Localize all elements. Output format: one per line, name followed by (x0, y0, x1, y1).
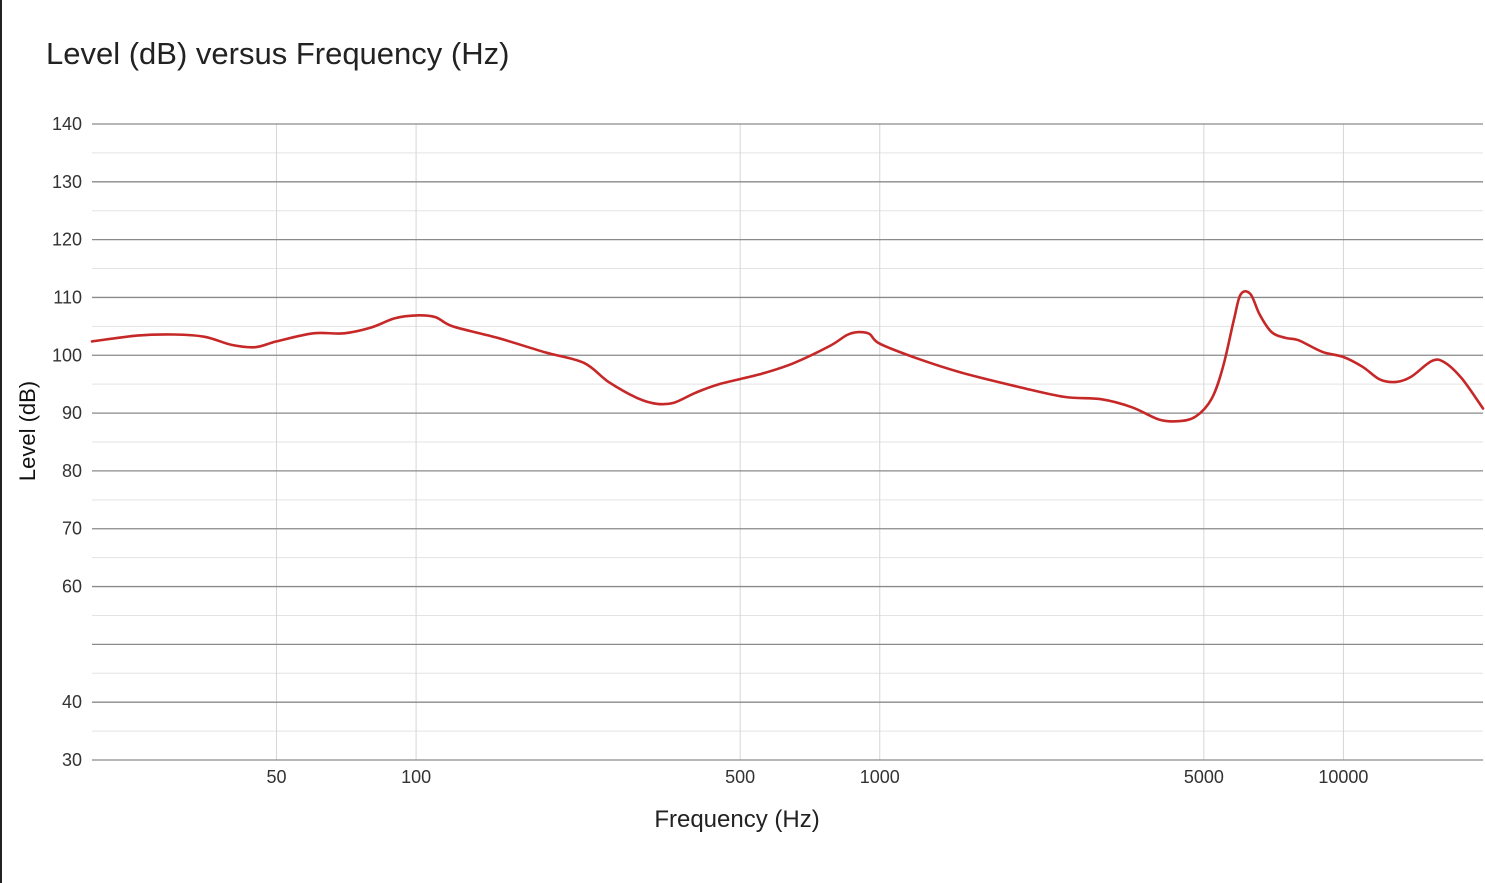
y-tick-label-40: 40 (62, 692, 82, 712)
minor-gridlines (92, 124, 1483, 760)
y-tick-label-140: 140 (52, 114, 82, 134)
tick-labels: 30 40 60 70 80 90 100 110 120 130 140 50 100 500 1000 5… (52, 114, 1369, 787)
y-tick-label-100: 100 (52, 345, 82, 365)
x-tick-label-5000: 5000 (1184, 767, 1224, 787)
y-tick-label-30: 30 (62, 750, 82, 770)
x-tick-label-500: 500 (725, 767, 755, 787)
y-tick-label-80: 80 (62, 461, 82, 481)
y-tick-label-60: 60 (62, 577, 82, 597)
x-axis-label: Frequency (Hz) (654, 806, 820, 833)
y-tick-label-90: 90 (62, 403, 82, 423)
y-tick-label-130: 130 (52, 172, 82, 192)
series-line-0 (90, 290, 1485, 423)
window-left-edge (0, 0, 2, 883)
series-lines (90, 290, 1485, 423)
x-tick-label-50: 50 (266, 767, 286, 787)
x-tick-label-10000: 10000 (1318, 767, 1368, 787)
y-tick-label-120: 120 (52, 230, 82, 250)
x-tick-label-100: 100 (401, 767, 431, 787)
y-tick-label-110: 110 (53, 287, 82, 307)
y-tick-label-70: 70 (62, 519, 82, 539)
x-tick-label-1000: 1000 (860, 767, 900, 787)
major-gridlines (92, 123, 1483, 761)
chart-title: Level (dB) versus Frequency (Hz) (46, 36, 510, 71)
